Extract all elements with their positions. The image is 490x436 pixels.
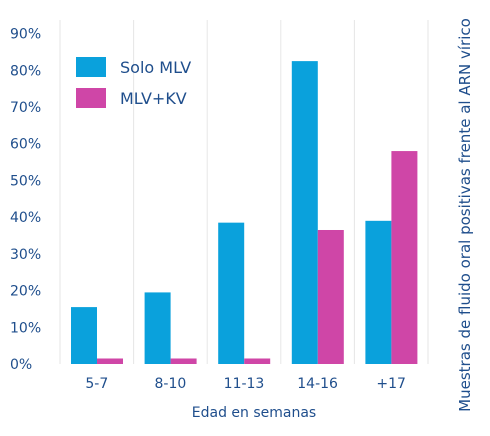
bar-solo-mlv-2 [218,222,245,364]
x-tick-label: 11-13 [224,376,265,392]
bar-mlv-kv-0 [97,358,123,364]
vertical-gridlines [59,20,429,364]
bars [71,61,418,364]
x-tick-label: 8-10 [155,376,187,392]
y-tick-label: 80% [10,63,41,79]
bar-mlv-kv-3 [317,229,344,364]
x-tick-label: 14-16 [297,376,338,392]
x-tick-label: 5-7 [85,376,108,392]
bar-solo-mlv-1 [144,292,171,364]
y-tick-label: 0% [10,357,32,373]
y-tick-label: 40% [10,210,41,226]
legend-label-solo-mlv: Solo MLV [120,58,191,77]
y-tick-label: 20% [10,284,41,300]
bar-solo-mlv-0 [71,307,97,364]
x-tick-label: +17 [376,376,406,392]
bar-mlv-kv-2 [244,358,271,364]
y-tick-label: 70% [10,100,41,116]
x-axis-label: Edad en semanas [192,405,316,421]
legend-swatch-mlv-kv [76,88,106,108]
legend: Solo MLV MLV+KV [76,57,191,108]
y-axis-ticks: 0% 10% 20% 30% 40% 50% 60% 70% 80% 90% [10,27,41,373]
bar-solo-mlv-4 [365,220,392,364]
x-axis-ticks: 5-7 8-10 11-13 14-16 +17 [85,376,406,392]
y-tick-label: 50% [10,173,41,189]
y-axis-label: Muestras de fluido oral positivas frente… [456,18,474,412]
bar-mlv-kv-4 [391,151,418,364]
bar-mlv-kv-1 [170,358,197,364]
legend-label-mlv-kv: MLV+KV [120,89,187,108]
legend-swatch-solo-mlv [76,57,106,77]
bar-solo-mlv-3 [291,61,318,364]
y-tick-label: 60% [10,137,41,153]
y-tick-label: 30% [10,247,41,263]
y-tick-label: 90% [10,27,41,43]
y-tick-label: 10% [10,320,41,336]
